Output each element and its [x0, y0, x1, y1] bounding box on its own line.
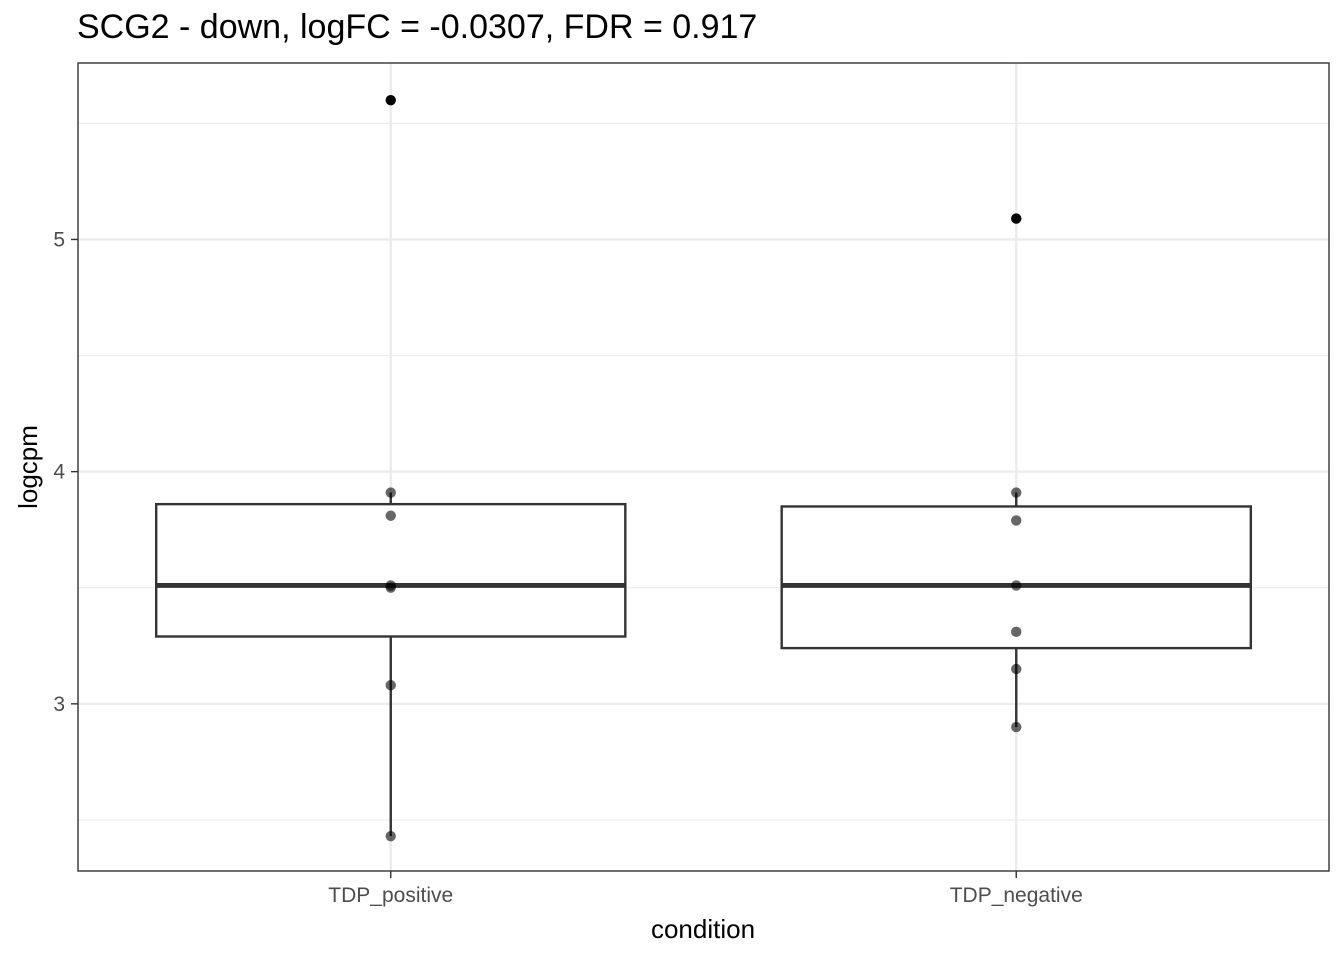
chart-title: SCG2 - down, logFC = -0.0307, FDR = 0.91… — [77, 8, 758, 46]
data-points — [385, 94, 1022, 842]
data-point — [385, 487, 396, 498]
data-point — [385, 510, 396, 521]
data-point — [1011, 515, 1022, 526]
data-point — [385, 830, 396, 842]
y-tick-label: 3 — [53, 693, 65, 716]
y-tick-label: 5 — [53, 228, 65, 251]
box-TDP_positive — [154, 502, 627, 638]
data-point — [1011, 487, 1022, 498]
boxes — [154, 492, 1253, 837]
data-point — [385, 582, 396, 593]
y-axis-title: logcpm — [13, 425, 43, 509]
x-axis-title: condition — [651, 914, 755, 944]
outlier-point — [1011, 213, 1022, 224]
panel-border — [77, 62, 1330, 872]
x-tick-label: TDP_positive — [328, 884, 453, 907]
box-TDP_negative — [780, 505, 1253, 650]
data-point — [1011, 626, 1022, 638]
data-point — [385, 680, 396, 691]
y-tick-label: 4 — [53, 461, 65, 484]
data-point — [1011, 721, 1022, 733]
x-tick-label: TDP_negative — [950, 884, 1083, 907]
grid-lines — [78, 63, 1329, 871]
data-point — [1011, 663, 1022, 675]
axes: 3 4 5 TDP_positive TDP_negative — [53, 228, 1082, 907]
data-point — [1011, 580, 1022, 591]
outlier-point — [385, 94, 396, 106]
